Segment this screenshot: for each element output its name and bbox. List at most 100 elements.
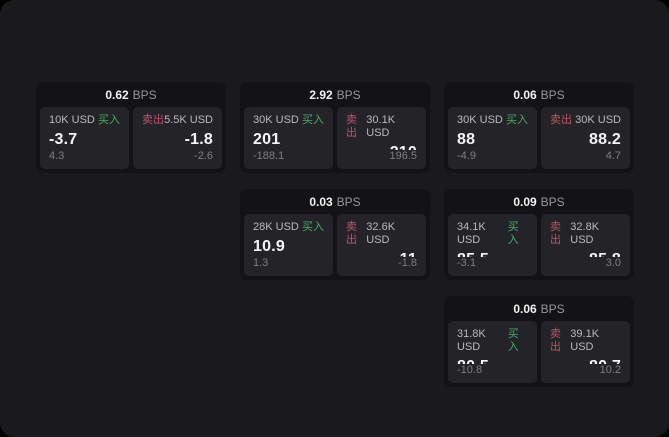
sell-side-label: 卖出 (346, 114, 357, 139)
quote-card-body: 34.1K USD 买入 85.5 -3.1 卖出 32.8K USD 85.8… (448, 214, 630, 276)
sell-side-label: 卖出 (142, 114, 164, 126)
sell-size-label: 32.8K USD (570, 221, 600, 246)
quote-card: 0.06 BPS 30K USD 买入 88 -4.9 卖出 (444, 82, 634, 173)
sell-panel-top: 卖出 5.5K USD (142, 114, 213, 127)
buy-side-label: 买入 (507, 221, 519, 246)
buy-size-label: 30K USD (253, 114, 299, 126)
buy-sub-value: 4.3 (49, 150, 65, 162)
buy-side-label: 买入 (302, 114, 324, 126)
sell-panel-top: 卖出 32.8K USD (550, 221, 621, 247)
quote-card-body: 30K USD 买入 201 -188.1 卖出 30.1K USD 210 1… (244, 107, 426, 169)
buy-price-value: 201 (253, 131, 281, 148)
sell-price-value: 210 (346, 143, 417, 150)
buy-panel[interactable]: 10K USD 买入 -3.7 4.3 (40, 107, 129, 169)
bps-unit-label: BPS (336, 87, 361, 102)
buy-price-value: 80.5 (457, 357, 528, 364)
buy-size-label: 30K USD (457, 114, 503, 126)
buy-price-value: 88 (457, 131, 476, 148)
sell-panel[interactable]: 卖出 5.5K USD -1.8 -2.6 (133, 107, 222, 169)
buy-sub-value: -3.1 (457, 257, 476, 269)
sell-panel[interactable]: 卖出 30.1K USD 210 196.5 (337, 107, 426, 169)
bps-unit-label: BPS (540, 87, 565, 102)
sell-panel[interactable]: 卖出 32.8K USD 85.8 3.0 (541, 214, 630, 276)
quote-cards-grid: 0.62 BPS 10K USD 买入 -3.7 4.3 卖出 (36, 82, 634, 387)
bps-value: 0.06 (513, 87, 537, 102)
quote-card-body: 30K USD 买入 88 -4.9 卖出 30K USD 88.2 4.7 (448, 107, 630, 169)
buy-price-value: 10.9 (253, 238, 285, 255)
bps-header: 0.03 BPS (244, 189, 426, 214)
bps-value: 2.92 (309, 87, 333, 102)
sell-panel[interactable]: 卖出 30K USD 88.2 4.7 (541, 107, 630, 169)
sell-price-value: 11 (346, 250, 417, 257)
bps-header: 0.62 BPS (40, 82, 222, 107)
sell-sub-value: 4.7 (605, 150, 621, 162)
buy-panel-top: 10K USD 买入 (49, 114, 120, 127)
buy-side-label: 买入 (98, 114, 120, 126)
buy-panel[interactable]: 34.1K USD 买入 85.5 -3.1 (448, 214, 537, 276)
quote-card: 0.09 BPS 34.1K USD 买入 85.5 -3.1 卖出 (444, 189, 634, 280)
sell-panel-top: 卖出 30K USD (550, 114, 621, 127)
buy-sub-value: -10.8 (457, 364, 483, 376)
buy-side-label: 买入 (507, 328, 519, 353)
buy-panel[interactable]: 28K USD 买入 10.9 1.3 (244, 214, 333, 276)
sell-panel[interactable]: 卖出 32.6K USD 11 -1.8 (337, 214, 426, 276)
bps-value: 0.06 (513, 301, 537, 316)
sell-side-label: 卖出 (550, 114, 572, 126)
sell-size-label: 39.1K USD (570, 328, 600, 353)
bps-header: 0.06 BPS (448, 296, 630, 321)
sell-size-label: 30.1K USD (366, 114, 396, 139)
buy-size-label: 34.1K USD (457, 221, 486, 246)
sell-panel-top: 卖出 30.1K USD (346, 114, 417, 140)
quote-card-body: 31.8K USD 买入 80.5 -10.8 卖出 39.1K USD 80.… (448, 321, 630, 383)
bps-value: 0.03 (309, 194, 333, 209)
bps-value: 0.62 (105, 87, 129, 102)
sell-sub-value: 3.0 (605, 257, 621, 269)
buy-sub-value: -188.1 (253, 150, 285, 162)
buy-panel[interactable]: 31.8K USD 买入 80.5 -10.8 (448, 321, 537, 383)
sell-panel-top: 卖出 32.6K USD (346, 221, 417, 247)
quote-card-body: 28K USD 买入 10.9 1.3 卖出 32.6K USD 11 -1.8 (244, 214, 426, 276)
sell-price-value: 85.8 (550, 250, 621, 257)
bps-unit-label: BPS (132, 87, 157, 102)
bps-value: 0.09 (513, 194, 537, 209)
buy-sub-value: 1.3 (253, 257, 269, 269)
buy-price-value: 85.5 (457, 250, 528, 257)
sell-side-label: 卖出 (550, 328, 561, 353)
sell-panel-top: 卖出 39.1K USD (550, 328, 621, 354)
buy-panel-top: 34.1K USD 买入 (457, 221, 528, 247)
sell-size-label: 30K USD (575, 114, 621, 126)
sell-price-value: -1.8 (184, 131, 213, 148)
sell-side-label: 卖出 (346, 221, 357, 246)
buy-size-label: 10K USD (49, 114, 95, 126)
buy-panel-top: 31.8K USD 买入 (457, 328, 528, 354)
buy-sub-value: -4.9 (457, 150, 476, 162)
quote-card: 0.03 BPS 28K USD 买入 10.9 1.3 卖出 (240, 189, 430, 280)
sell-price-value: 88.2 (589, 131, 621, 148)
sell-sub-value: -1.8 (398, 257, 417, 269)
bps-unit-label: BPS (540, 194, 565, 209)
bps-header: 0.09 BPS (448, 189, 630, 214)
buy-size-label: 28K USD (253, 221, 299, 233)
sell-panel[interactable]: 卖出 39.1K USD 80.7 10.2 (541, 321, 630, 383)
buy-panel[interactable]: 30K USD 买入 201 -188.1 (244, 107, 333, 169)
sell-size-label: 32.6K USD (366, 221, 396, 246)
quote-card: 0.06 BPS 31.8K USD 买入 80.5 -10.8 卖 (444, 296, 634, 387)
sell-size-label: 5.5K USD (164, 114, 213, 126)
buy-size-label: 31.8K USD (457, 328, 486, 353)
buy-panel-top: 30K USD 买入 (457, 114, 528, 127)
bps-unit-label: BPS (336, 194, 361, 209)
sell-sub-value: 10.2 (599, 364, 621, 376)
buy-panel-top: 30K USD 买入 (253, 114, 324, 127)
sell-price-value: 80.7 (550, 357, 621, 364)
quote-card: 0.62 BPS 10K USD 买入 -3.7 4.3 卖出 (36, 82, 226, 173)
bps-header: 2.92 BPS (244, 82, 426, 107)
sell-sub-value: 196.5 (389, 150, 417, 162)
buy-side-label: 买入 (302, 221, 324, 233)
quote-card-body: 10K USD 买入 -3.7 4.3 卖出 5.5K USD -1.8 -2.… (40, 107, 222, 169)
quote-card: 2.92 BPS 30K USD 买入 201 -188.1 卖出 (240, 82, 430, 173)
buy-panel[interactable]: 30K USD 买入 88 -4.9 (448, 107, 537, 169)
buy-panel-top: 28K USD 买入 (253, 221, 324, 234)
bps-header: 0.06 BPS (448, 82, 630, 107)
